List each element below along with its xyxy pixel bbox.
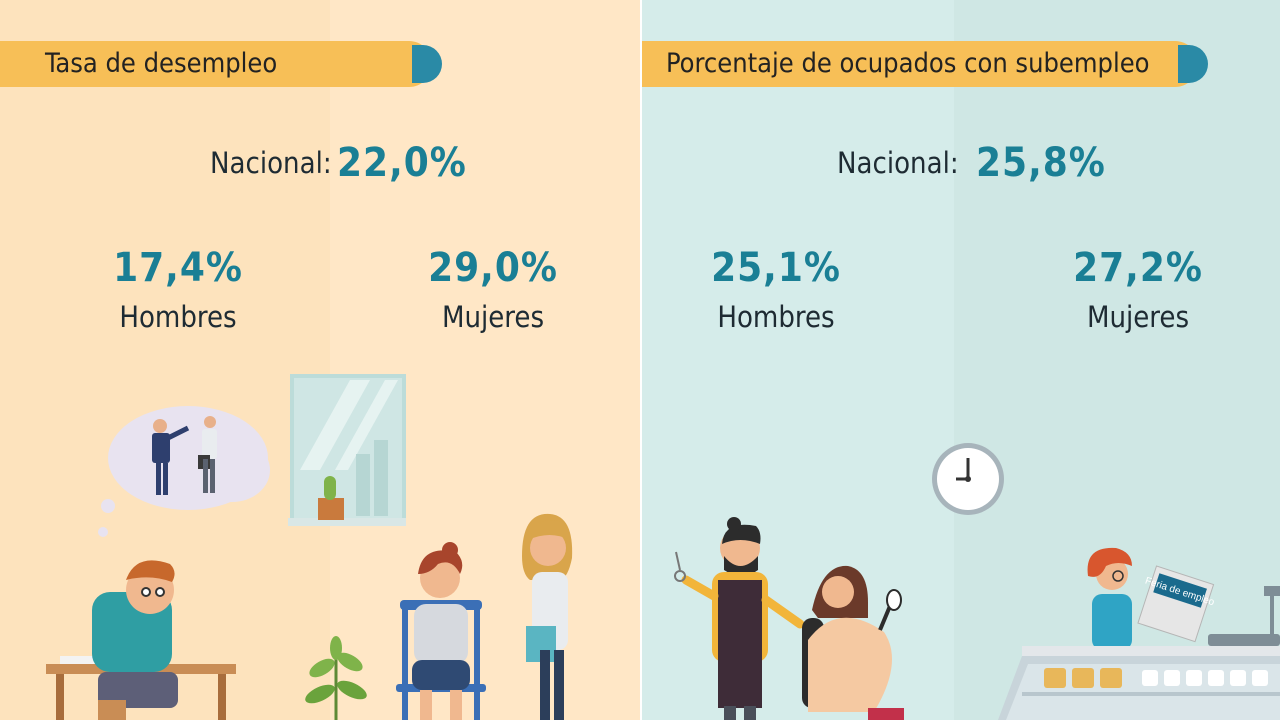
unemployment-illustration	[46, 374, 573, 720]
women-underemployment-value: 27,2%	[1073, 245, 1203, 291]
men-unemployment-value: 17,4%	[113, 245, 243, 291]
underemployment-title-banner: Porcentaje de ocupados con subempleo	[642, 41, 1208, 87]
women-label: Mujeres	[1086, 300, 1190, 334]
unemployment-title: Tasa de desempleo	[45, 48, 278, 79]
seated-woman-icon	[396, 542, 486, 720]
underemployment-illustration: Feria de empleo	[674, 443, 1280, 720]
national-unemployment-value: 22,0%	[337, 140, 467, 186]
national-label: Nacional:	[837, 146, 959, 180]
men-label: Hombres	[119, 300, 237, 334]
worried-man-icon	[46, 560, 236, 720]
underemployment-title: Porcentaje de ocupados con subempleo	[666, 48, 1150, 79]
newspaper-reader-icon: Feria de empleo	[1087, 547, 1216, 650]
unemployment-title-banner: Tasa de desempleo	[0, 41, 442, 87]
women-label: Mujeres	[441, 300, 545, 334]
plant-icon	[305, 636, 367, 720]
national-label: Nacional:	[210, 146, 332, 180]
women-unemployment-value: 29,0%	[428, 245, 558, 291]
barber-icon	[674, 517, 805, 720]
clock-icon	[932, 443, 1004, 515]
national-underemployment-value: 25,8%	[976, 140, 1106, 186]
client-icon	[802, 565, 904, 720]
display-counter-icon	[998, 586, 1280, 720]
men-label: Hombres	[717, 300, 835, 334]
standing-woman-icon	[522, 513, 573, 720]
unemployment-panel: Tasa de desempleo Nacional: 22,0% 17,4% …	[0, 0, 640, 720]
men-underemployment-value: 25,1%	[711, 245, 841, 291]
window-icon	[288, 374, 406, 526]
thought-bubble-icon	[98, 406, 270, 537]
panel-divider	[640, 0, 642, 720]
underemployment-panel: Porcentaje de ocupados con subempleo Nac…	[642, 0, 1280, 720]
